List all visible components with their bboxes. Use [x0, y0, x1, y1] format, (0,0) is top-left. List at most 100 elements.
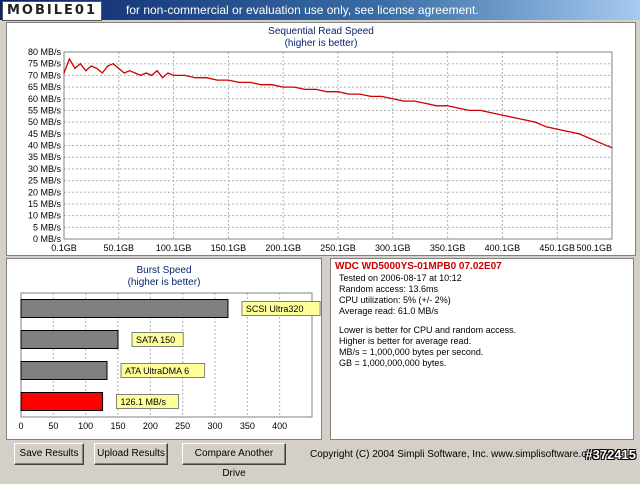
read-speed-point — [85, 70, 87, 72]
bar-label: ATA UltraDMA 6 — [125, 366, 189, 376]
read-speed-point — [468, 109, 471, 112]
bar-label-box — [131, 332, 184, 347]
read-speed-point — [63, 72, 65, 74]
read-speed-point — [446, 105, 449, 107]
read-speed-point — [145, 72, 147, 74]
x-tick-label: 300.1GB — [375, 243, 411, 253]
burst-tick-label: 400 — [272, 421, 287, 431]
read-speed-point — [392, 98, 394, 100]
read-speed-point — [161, 77, 164, 79]
y-tick-label: 50 MB/s — [28, 117, 62, 127]
y-tick-label: 20 MB/s — [28, 187, 62, 197]
y-tick-label: 30 MB/s — [28, 164, 62, 174]
read-speed-point — [304, 88, 306, 90]
burst-speed-chart-panel: Burst Speed (higher is better) 0 50 100 150… — [6, 258, 322, 440]
y-tick-label: 80 MB/s — [28, 47, 62, 57]
read-speed-point — [326, 91, 328, 93]
x-tick-label: 500.1GB — [576, 243, 612, 253]
copyright-text: Copyright (C) 2004 Simpli Software, Inc.… — [310, 449, 601, 460]
upload-results-button[interactable]: Upload Results — [94, 443, 168, 465]
read-speed-point — [118, 67, 120, 69]
y-tick-label: 55 MB/s — [28, 105, 62, 115]
read-chart-subtitle: (higher is better) — [284, 38, 358, 49]
burst-tick-label: 50 — [48, 421, 58, 431]
burst-tick-label: 100 — [78, 421, 93, 431]
read-speed-point — [457, 107, 460, 109]
read-speed-point — [227, 79, 229, 81]
burst-tick-label: 300 — [207, 421, 222, 431]
read-speed-point — [205, 77, 207, 79]
bar-label: SATA 150 — [136, 335, 175, 345]
info-note-gb-definition: GB = 1,000,000,000 bytes. — [339, 358, 447, 368]
read-speed-point — [79, 63, 81, 65]
read-speed-point — [167, 72, 169, 74]
read-speed-point — [123, 72, 125, 74]
y-tick-label: 15 MB/s — [28, 199, 62, 209]
read-speed-point — [523, 119, 525, 121]
burst-tick-label: 350 — [240, 421, 255, 431]
read-speed-point — [589, 137, 591, 140]
x-tick-label: 400.1GB — [485, 243, 521, 253]
current-drive-bar — [20, 392, 104, 411]
x-tick-label: 450.1GB — [539, 243, 575, 253]
read-speed-point — [68, 58, 70, 60]
read-speed-point — [512, 116, 514, 119]
read-speed-point — [414, 100, 416, 102]
read-speed-point — [156, 70, 158, 72]
bar-label-box — [116, 394, 180, 409]
x-tick-label: 150.1GB — [211, 243, 247, 253]
y-tick-label: 0 MB/s — [33, 234, 62, 244]
bar-label-box — [241, 301, 321, 316]
read-speed-point — [424, 102, 427, 105]
read-speed-point — [337, 91, 339, 93]
read-speed-point — [315, 88, 317, 90]
read-speed-point — [260, 84, 262, 86]
read-speed-point — [545, 126, 547, 128]
burst-tick-label: 0 — [18, 421, 23, 431]
title-bar: MOBILE01 for non-commercial or evaluatio… — [0, 0, 640, 21]
read-speed-point — [183, 74, 186, 76]
burst-tick-label: 200 — [143, 421, 158, 431]
drive-model-heading: WDC WD5000YS-01MPB0 07.02E07 — [335, 261, 502, 272]
x-tick-label: 100.1GB — [156, 243, 192, 253]
read-chart-title: Sequential Read Speed — [268, 26, 374, 37]
read-speed-point — [271, 84, 273, 86]
compare-another-drive-button[interactable]: Compare Another Drive — [182, 443, 286, 479]
bar-label: SCSI Ultra320 — [246, 304, 304, 314]
read-speed-point — [282, 86, 284, 88]
info-note-higher-better: Higher is better for average read. — [339, 336, 472, 346]
burst-tick-label: 150 — [110, 421, 125, 431]
read-speed-point — [534, 121, 536, 123]
reference-bar — [20, 361, 108, 380]
y-tick-label: 65 MB/s — [28, 82, 62, 92]
info-tested-on: Tested on 2006-08-17 at 10:12 — [339, 273, 462, 283]
read-speed-point — [567, 130, 569, 133]
save-results-button[interactable]: Save Results — [14, 443, 84, 465]
y-tick-label: 5 MB/s — [33, 222, 62, 232]
read-speed-point — [134, 72, 136, 74]
read-speed-point — [490, 112, 492, 114]
read-speed-point — [140, 74, 142, 76]
bar-label-box — [120, 363, 206, 378]
read-speed-point — [101, 72, 103, 74]
watermark-id: #372415 — [585, 447, 636, 462]
read-speed-point — [611, 147, 613, 149]
y-tick-label: 35 MB/s — [28, 152, 62, 162]
info-average-read: Average read: 61.0 MB/s — [339, 306, 439, 316]
read-speed-point — [403, 100, 405, 102]
read-speed-point — [578, 133, 580, 135]
x-tick-label: 350.1GB — [430, 243, 466, 253]
drive-info-panel: WDC WD5000YS-01MPB0 07.02E07 Tested on 2… — [330, 258, 634, 440]
read-speed-point — [129, 70, 131, 72]
read-speed-point — [96, 67, 98, 69]
read-chart-svg: 0 MB/s 5 MB/s10 MB/s 15 MB/s 20 MB/s25 MB/s… — [28, 47, 613, 253]
read-speed-point — [194, 77, 197, 79]
read-speed-point — [435, 105, 438, 107]
info-cpu-utilization: CPU utilization: 5% (+/- 2%) — [339, 295, 451, 305]
read-speed-point — [150, 74, 153, 76]
info-note-lower-better: Lower is better for CPU and random acces… — [339, 325, 517, 335]
read-speed-point — [107, 65, 109, 67]
read-speed-point — [74, 67, 76, 69]
y-tick-label: 45 MB/s — [28, 129, 62, 139]
x-tick-label: 50.1GB — [104, 243, 135, 253]
